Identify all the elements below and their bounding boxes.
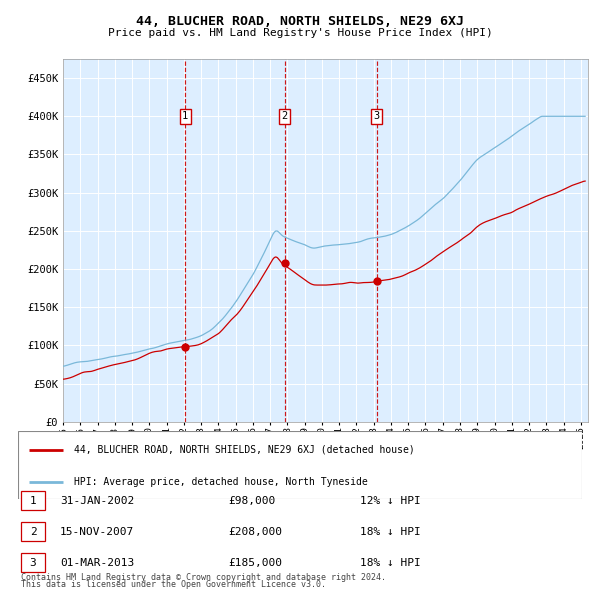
Text: 01-MAR-2013: 01-MAR-2013 (60, 558, 134, 568)
Text: £98,000: £98,000 (228, 496, 275, 506)
Text: 15-NOV-2007: 15-NOV-2007 (60, 527, 134, 536)
Text: 2: 2 (281, 112, 287, 122)
Text: 1: 1 (29, 496, 37, 506)
Text: 12% ↓ HPI: 12% ↓ HPI (360, 496, 421, 506)
Text: Price paid vs. HM Land Registry's House Price Index (HPI): Price paid vs. HM Land Registry's House … (107, 28, 493, 38)
Text: 18% ↓ HPI: 18% ↓ HPI (360, 527, 421, 536)
Text: 18% ↓ HPI: 18% ↓ HPI (360, 558, 421, 568)
FancyBboxPatch shape (18, 431, 582, 499)
Text: Contains HM Land Registry data © Crown copyright and database right 2024.: Contains HM Land Registry data © Crown c… (21, 573, 386, 582)
Text: 1: 1 (182, 112, 188, 122)
Text: 2: 2 (29, 527, 37, 536)
Text: 44, BLUCHER ROAD, NORTH SHIELDS, NE29 6XJ: 44, BLUCHER ROAD, NORTH SHIELDS, NE29 6X… (136, 15, 464, 28)
Text: HPI: Average price, detached house, North Tyneside: HPI: Average price, detached house, Nort… (74, 477, 368, 487)
Text: 3: 3 (373, 112, 380, 122)
Text: This data is licensed under the Open Government Licence v3.0.: This data is licensed under the Open Gov… (21, 580, 326, 589)
Text: 31-JAN-2002: 31-JAN-2002 (60, 496, 134, 506)
Text: £208,000: £208,000 (228, 527, 282, 536)
Text: £185,000: £185,000 (228, 558, 282, 568)
Text: 44, BLUCHER ROAD, NORTH SHIELDS, NE29 6XJ (detached house): 44, BLUCHER ROAD, NORTH SHIELDS, NE29 6X… (74, 445, 415, 455)
Text: 3: 3 (29, 558, 37, 568)
